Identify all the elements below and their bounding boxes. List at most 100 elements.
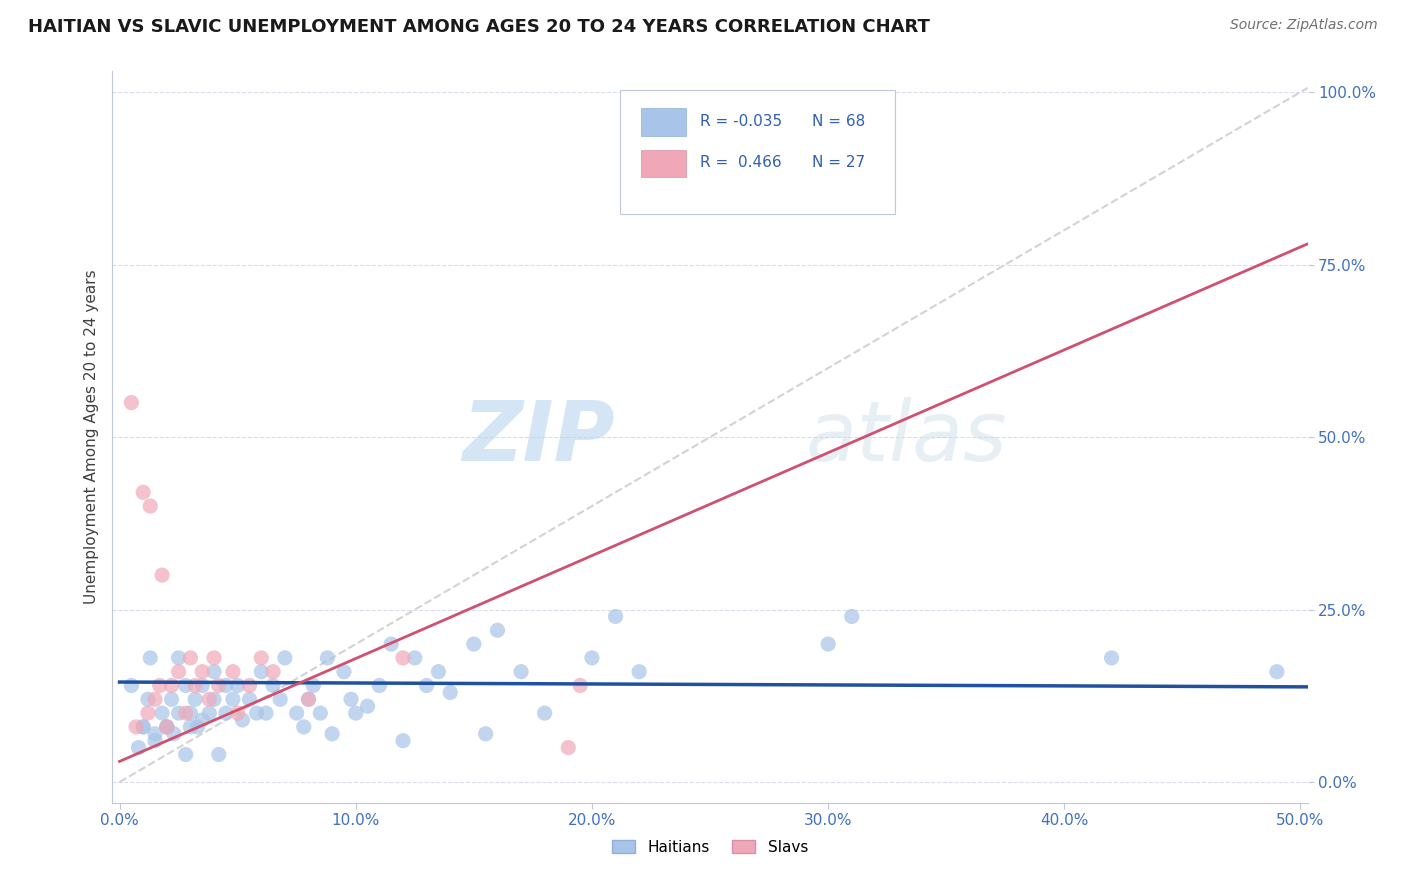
Point: [215, 678, 238, 692]
Point: [238, 678, 260, 692]
Point: [120, 395, 142, 409]
Point: [439, 685, 461, 699]
Point: [174, 678, 197, 692]
FancyBboxPatch shape: [641, 108, 686, 136]
Point: [285, 706, 308, 720]
Point: [427, 665, 450, 679]
Point: [262, 678, 284, 692]
Point: [202, 665, 225, 679]
Point: [127, 740, 149, 755]
Point: [463, 637, 485, 651]
Point: [226, 706, 249, 720]
Point: [222, 692, 245, 706]
Point: [191, 713, 214, 727]
Text: R = -0.035: R = -0.035: [700, 113, 783, 128]
FancyBboxPatch shape: [641, 150, 686, 178]
Point: [132, 485, 155, 500]
Point: [250, 665, 273, 679]
Point: [321, 727, 343, 741]
Point: [136, 692, 159, 706]
Point: [245, 706, 267, 720]
Text: HAITIAN VS SLAVIC UNEMPLOYMENT AMONG AGES 20 TO 24 YEARS CORRELATION CHART: HAITIAN VS SLAVIC UNEMPLOYMENT AMONG AGE…: [28, 18, 929, 36]
Point: [340, 692, 363, 706]
Point: [191, 665, 214, 679]
Point: [238, 692, 260, 706]
Point: [143, 692, 166, 706]
Point: [1265, 665, 1288, 679]
Point: [143, 727, 166, 741]
Point: [136, 706, 159, 720]
Point: [139, 651, 162, 665]
Point: [333, 665, 356, 679]
Point: [149, 678, 172, 692]
Point: [1101, 651, 1123, 665]
Point: [316, 651, 339, 665]
Point: [344, 706, 367, 720]
Point: [120, 678, 142, 692]
Point: [415, 678, 437, 692]
Legend: Haitians, Slavs: Haitians, Slavs: [606, 834, 814, 861]
Point: [231, 713, 253, 727]
Text: N = 27: N = 27: [811, 155, 865, 170]
Point: [356, 699, 378, 714]
Y-axis label: Unemployment Among Ages 20 to 24 years: Unemployment Among Ages 20 to 24 years: [83, 269, 98, 605]
Point: [368, 678, 391, 692]
Point: [132, 720, 155, 734]
Point: [167, 665, 190, 679]
Point: [125, 720, 148, 734]
Point: [309, 706, 332, 720]
Point: [132, 720, 155, 734]
Point: [392, 733, 415, 747]
Point: [292, 720, 315, 734]
Point: [392, 651, 415, 665]
Point: [198, 692, 221, 706]
Point: [179, 651, 201, 665]
Point: [269, 692, 291, 706]
Point: [150, 706, 173, 720]
Point: [167, 706, 190, 720]
Point: [208, 747, 231, 762]
Point: [628, 665, 651, 679]
Point: [274, 651, 297, 665]
Point: [302, 678, 325, 692]
Point: [184, 692, 207, 706]
Point: [150, 568, 173, 582]
Point: [208, 678, 231, 692]
Point: [143, 733, 166, 747]
Point: [156, 720, 179, 734]
Point: [184, 678, 207, 692]
Point: [198, 706, 221, 720]
Point: [186, 720, 208, 734]
Point: [533, 706, 555, 720]
Point: [215, 706, 238, 720]
Text: ZIP: ZIP: [461, 397, 614, 477]
Point: [174, 706, 197, 720]
Point: [581, 651, 603, 665]
Point: [250, 651, 273, 665]
Text: Source: ZipAtlas.com: Source: ZipAtlas.com: [1230, 18, 1378, 32]
Point: [297, 692, 319, 706]
Point: [262, 665, 284, 679]
Point: [163, 727, 186, 741]
Point: [404, 651, 426, 665]
Point: [202, 651, 225, 665]
Point: [226, 678, 249, 692]
Text: R =  0.466: R = 0.466: [700, 155, 782, 170]
Point: [179, 720, 201, 734]
Point: [222, 665, 245, 679]
Point: [191, 678, 214, 692]
Point: [254, 706, 277, 720]
Point: [510, 665, 533, 679]
Text: N = 68: N = 68: [811, 113, 865, 128]
Point: [486, 624, 509, 638]
Point: [139, 499, 162, 513]
Text: atlas: atlas: [806, 397, 1007, 477]
Point: [179, 706, 201, 720]
Point: [156, 720, 179, 734]
FancyBboxPatch shape: [620, 90, 896, 214]
Point: [817, 637, 839, 651]
Point: [569, 678, 592, 692]
Point: [156, 720, 179, 734]
Point: [605, 609, 627, 624]
Point: [297, 692, 319, 706]
